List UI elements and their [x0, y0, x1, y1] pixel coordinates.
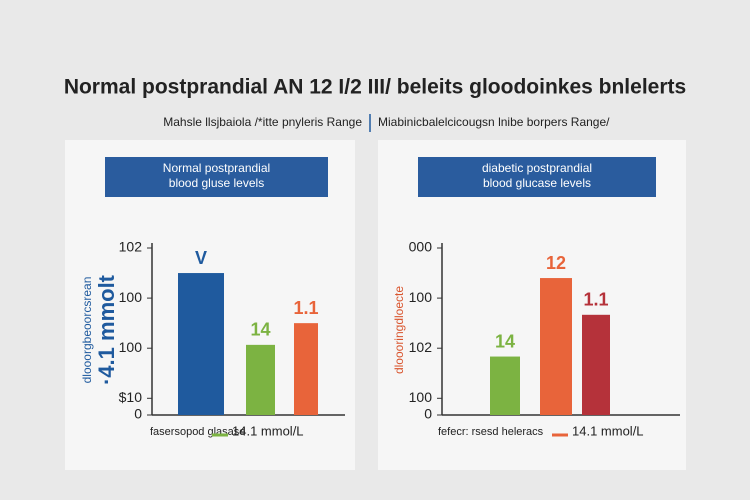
y-axis-label: dloooringdloecte: [392, 286, 406, 374]
y-tick-label: 100: [119, 289, 143, 305]
subtitle: Miabinicbalelcicougsn lnibe borpers Rang…: [378, 115, 610, 129]
bar-annotation: V: [195, 248, 207, 268]
chart-title: Normal postprandial: [163, 161, 270, 175]
bar: [540, 278, 572, 415]
header-box: [105, 157, 328, 197]
bar-annotation: 14: [250, 320, 270, 340]
bar: [246, 344, 275, 415]
y-tick-label: 0: [134, 406, 142, 422]
page-title: Normal postprandial AN 12 I/2 III/ belei…: [64, 76, 686, 99]
chart-title: diabetic postprandial: [482, 161, 592, 175]
y-tick-label: 100: [409, 289, 433, 305]
y-axis-label: dlooorgbeoorcsrean: [80, 277, 94, 384]
y-tick-label: 100: [119, 339, 143, 355]
y-tick-label: $10: [119, 389, 143, 405]
y-tick-label: 102: [409, 339, 433, 355]
legend-label: 14.1 mmol/L: [572, 423, 644, 438]
y-tick-label: 100: [409, 389, 433, 405]
legend-label: 14.1 mmol/L: [232, 423, 304, 438]
bar-annotation: 1.1: [293, 298, 318, 318]
x-axis-label: fefecr: rsesd heleracs: [438, 426, 544, 438]
bar-annotation: 14: [495, 331, 515, 351]
chart-title: blood gluse levels: [169, 176, 264, 190]
header-box: [418, 157, 656, 197]
subtitle: Mahsle llsjbaiola /*itte pnyleris Range: [163, 115, 362, 129]
bar: [294, 323, 318, 415]
y-tick-label: 0: [424, 406, 432, 422]
bar-annotation: 12: [546, 253, 566, 273]
y-axis-label: ·4.1 mmolt: [94, 274, 119, 385]
bar: [490, 356, 520, 415]
y-tick-label: 102: [119, 239, 143, 255]
bar: [582, 314, 610, 415]
bar-annotation: 1.1: [583, 290, 608, 310]
y-tick-label: 000: [409, 239, 433, 255]
chart-title: blood glucase levels: [483, 176, 591, 190]
bar: [178, 273, 224, 415]
